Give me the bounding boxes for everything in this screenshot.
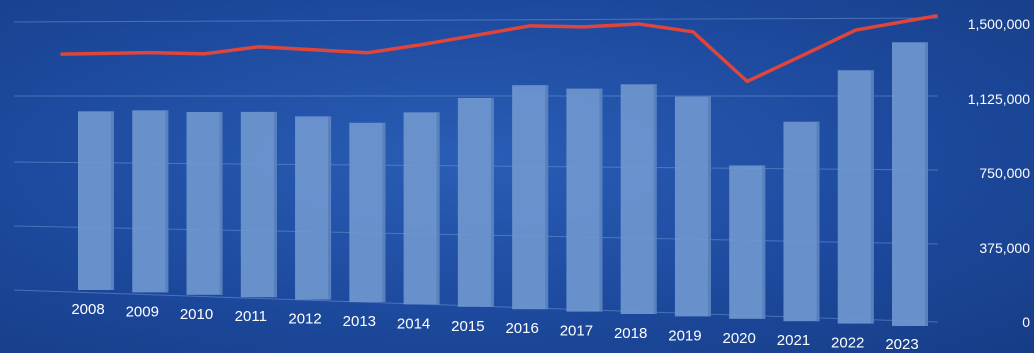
y-tick-label: 1,125,000 — [968, 91, 1030, 107]
x-tick-label-2009: 2009 — [126, 303, 159, 320]
x-tick-label-2017: 2017 — [560, 323, 593, 340]
y-tick-label: 750,000 — [979, 165, 1030, 181]
x-tick-label-2011: 2011 — [235, 308, 267, 325]
bar-side-2022 — [870, 70, 874, 324]
y-tick-label: 375,000 — [979, 240, 1030, 256]
line-series — [60, 14, 938, 84]
bar-side-2018 — [653, 84, 657, 314]
bar-2013 — [349, 122, 386, 302]
bar-series — [78, 42, 928, 327]
bar-side-2020 — [762, 165, 766, 319]
bar-2018 — [620, 84, 657, 314]
bar-2016 — [512, 85, 549, 310]
bar-2010 — [186, 112, 223, 295]
x-tick-label-2021: 2021 — [777, 332, 810, 349]
bar-2009 — [132, 110, 169, 293]
bar-side-2014 — [436, 112, 440, 305]
bar-side-2017 — [599, 88, 603, 312]
bar-side-2010 — [219, 112, 223, 295]
bar-side-2021 — [816, 121, 820, 322]
line-series-path — [60, 14, 938, 84]
bar-2021 — [783, 121, 820, 322]
y-tick-label: 1,500,000 — [968, 16, 1030, 32]
bar-side-2012 — [328, 116, 332, 300]
bar-side-2008 — [111, 111, 114, 290]
bar-side-2016 — [545, 85, 549, 310]
bar-2011 — [240, 111, 277, 298]
x-axis-category-labels: 2008 2009 2010 2011 2012 2013 2014 2015 2016 2017… — [71, 301, 918, 353]
x-tick-label-2023: 2023 — [885, 336, 918, 353]
bar-side-2013 — [382, 122, 386, 302]
x-tick-label-2014: 2014 — [397, 315, 430, 332]
bar-2019 — [674, 96, 711, 317]
y-tick-label: 0 — [1022, 314, 1030, 330]
bar-2008 — [78, 111, 114, 290]
x-tick-label-2010: 2010 — [180, 306, 213, 323]
x-tick-label-2020: 2020 — [723, 330, 756, 347]
x-tick-label-2012: 2012 — [288, 311, 321, 328]
bar-2015 — [457, 97, 494, 307]
x-tick-label-2013: 2013 — [343, 313, 376, 330]
bar-side-2011 — [273, 111, 277, 298]
bar-side-2009 — [165, 110, 169, 293]
x-tick-label-2019: 2019 — [668, 327, 701, 344]
x-tick-label-2022: 2022 — [831, 335, 864, 352]
bar-2022 — [837, 70, 874, 324]
bar-side-2023 — [925, 42, 928, 327]
y-axis-tick-labels: 0 375,000 750,000 1,125,000 1,500,000 — [968, 16, 1031, 330]
x-tick-label-2016: 2016 — [505, 320, 538, 337]
bar-side-2015 — [490, 97, 494, 307]
x-tick-label-2018: 2018 — [614, 325, 647, 342]
bar-2017 — [566, 88, 603, 312]
bar-2020 — [729, 165, 766, 319]
bar-2012 — [295, 116, 332, 300]
bar-2023 — [892, 42, 928, 327]
x-tick-label-2008: 2008 — [71, 301, 104, 318]
bar-2014 — [403, 112, 440, 305]
x-tick-label-2015: 2015 — [451, 318, 484, 335]
gridline — [13, 17, 939, 23]
bar-side-2019 — [707, 96, 711, 317]
